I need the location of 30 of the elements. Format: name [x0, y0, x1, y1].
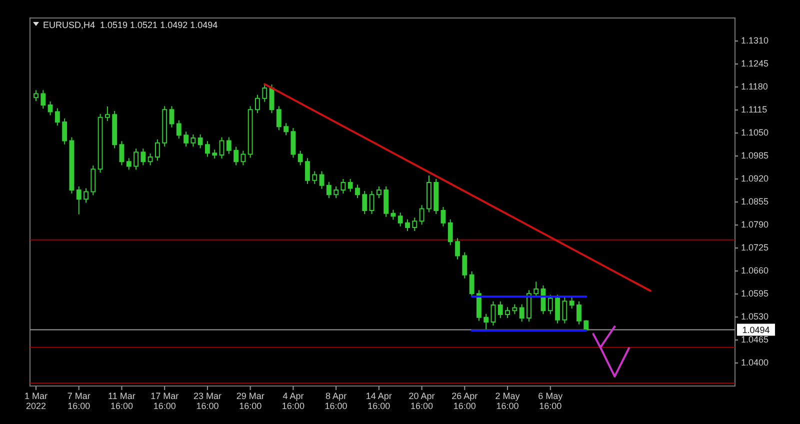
y-tick-label: 1.0400 — [741, 357, 769, 368]
y-tick-label: 1.0725 — [741, 242, 769, 252]
x-tick-label: 2 May 16:00 — [495, 391, 520, 411]
y-tick-label: 1.0855 — [741, 196, 769, 206]
y-tick-label: 1.0920 — [741, 173, 769, 184]
x-tick-label: 1 Mar 2022 — [24, 391, 48, 411]
x-tick-label: 6 May 16:00 — [538, 391, 564, 411]
x-tick-label: 29 Mar 16:00 — [236, 391, 264, 411]
ref-line-label: 1.0494 — [742, 325, 770, 336]
x-tick-label: 17 Mar 16:00 — [150, 391, 179, 411]
y-tick-label: 1.0660 — [741, 265, 769, 276]
x-tick-label: 4 Apr 16:00 — [282, 391, 304, 411]
y-tick-label: 1.0465 — [741, 334, 769, 344]
x-tick-label: 11 Mar 16:00 — [108, 391, 136, 411]
y-tick-label: 1.1115 — [741, 104, 768, 114]
y-tick-label: 1.1050 — [741, 127, 769, 138]
x-tick-label: 23 Mar 16:00 — [193, 391, 222, 411]
y-tick-label: 1.1310 — [741, 35, 769, 46]
y-tick-label: 1.0595 — [741, 288, 769, 298]
x-tick-label: 7 Mar 16:00 — [67, 391, 90, 411]
y-tick-label: 1.0790 — [741, 219, 769, 230]
x-tick-label: 20 Apr 16:00 — [408, 391, 435, 411]
y-tick-label: 1.0985 — [741, 150, 769, 160]
y-tick-label: 1.0530 — [741, 311, 769, 322]
x-tick-label: 26 Apr 16:00 — [452, 391, 478, 411]
y-tick-label: 1.1180 — [741, 81, 768, 92]
y-tick-label: 1.1245 — [741, 58, 769, 68]
x-tick-label: 8 Apr 16:00 — [324, 391, 348, 411]
x-tick-label: 14 Apr 16:00 — [366, 391, 392, 411]
chart-title: EURUSD,H4 1.0519 1.0521 1.0492 1.0494 — [43, 20, 218, 30]
